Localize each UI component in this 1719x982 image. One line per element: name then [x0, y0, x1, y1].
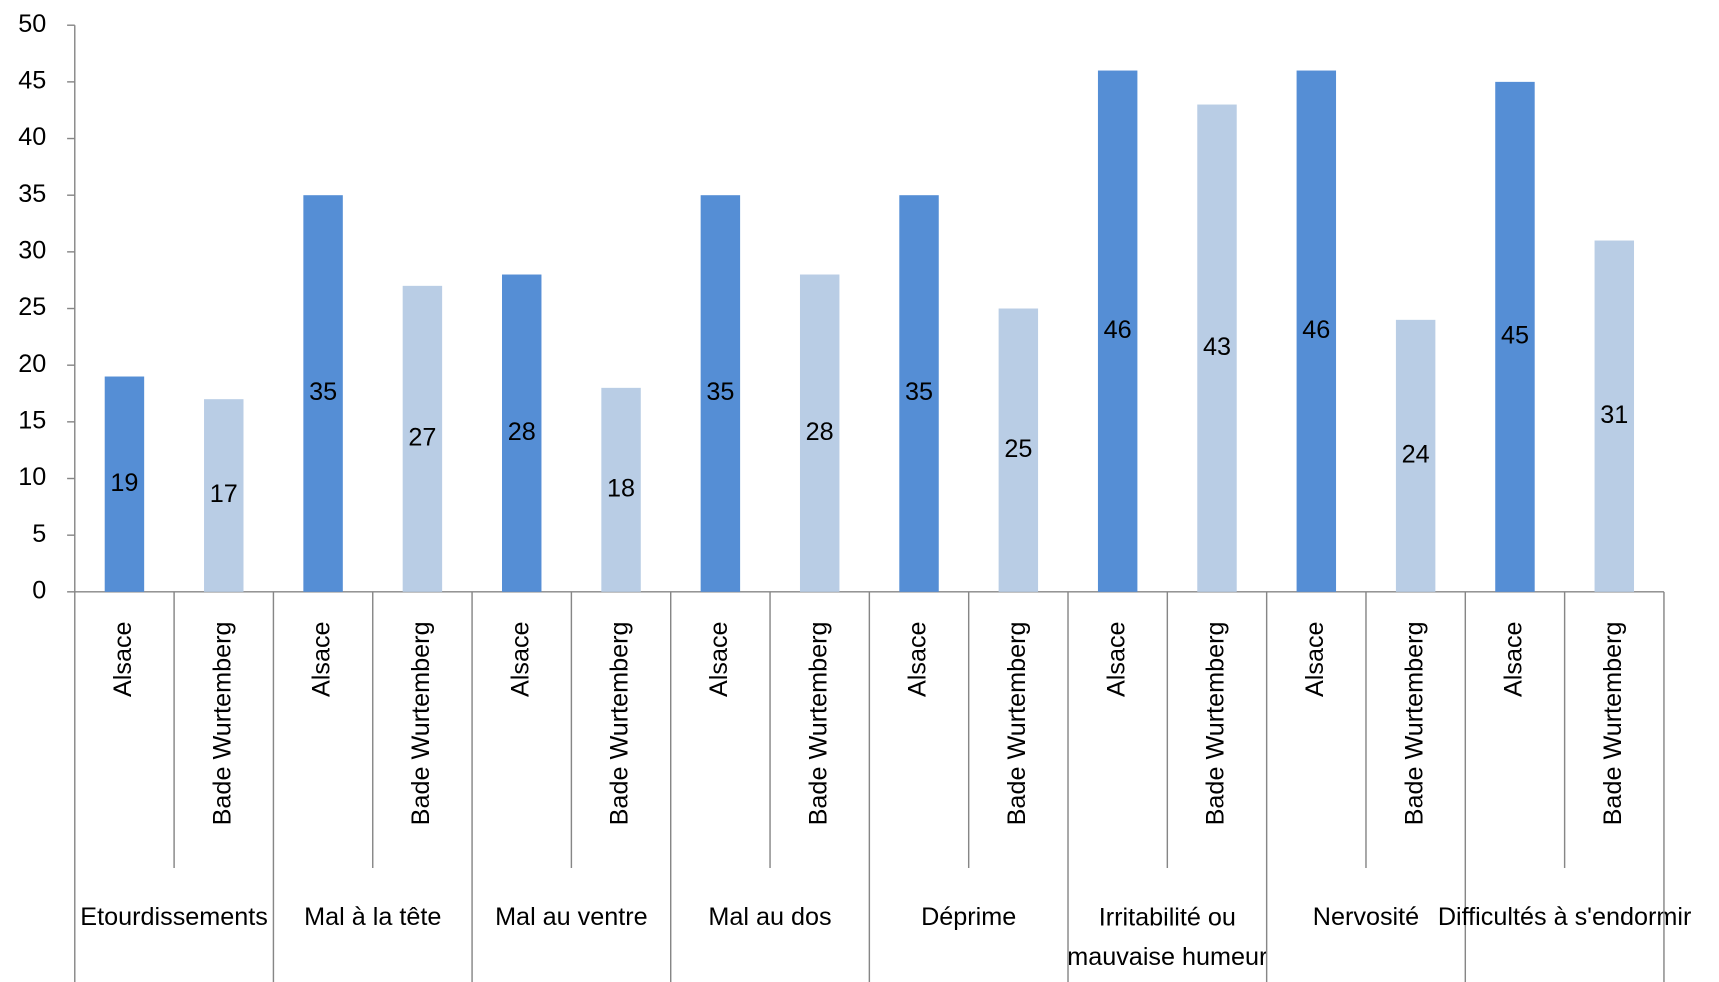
category-label: Mal au dos [708, 903, 831, 931]
data-label: 28 [508, 418, 536, 446]
bar [998, 308, 1039, 592]
data-label: 35 [309, 378, 337, 406]
data-label: 27 [408, 423, 436, 451]
subcategory-label: Alsace [1500, 621, 1528, 697]
y-tick-label: 50 [18, 10, 46, 38]
bar [402, 285, 443, 592]
data-label: 46 [1302, 316, 1330, 344]
category-label: Déprime [921, 903, 1016, 931]
subcategory-label: Alsace [1301, 621, 1329, 697]
subcategory-label: Bade Wurtemberg [407, 621, 435, 825]
category-label: Difficultés à s'endormir [1438, 903, 1692, 931]
data-label: 35 [706, 378, 734, 406]
data-label: 24 [1402, 440, 1430, 468]
bar [1197, 104, 1237, 592]
bar [1296, 70, 1337, 592]
subcategory-label: Bade Wurtemberg [1599, 621, 1627, 825]
bar [204, 399, 244, 592]
bar [1495, 81, 1535, 592]
subcategory-label: Alsace [1102, 621, 1130, 697]
subcategory-label: Bade Wurtemberg [1003, 621, 1031, 825]
data-label: 17 [210, 480, 238, 508]
y-tick-label: 0 [32, 576, 46, 604]
subcategory-label: Alsace [308, 621, 336, 697]
data-label: 45 [1501, 322, 1529, 350]
y-tick-label: 5 [32, 520, 46, 548]
data-label: 25 [1004, 435, 1032, 463]
bar [799, 274, 840, 592]
bar [1097, 70, 1138, 592]
category-label: Mal au ventre [495, 903, 648, 931]
subcategory-label: Bade Wurtemberg [1400, 621, 1428, 825]
category-label: Irritabilité ou mauvaise humeur [1067, 903, 1267, 970]
bar [700, 195, 741, 592]
subcategory-label: Bade Wurtemberg [804, 621, 832, 825]
y-tick-label: 40 [18, 123, 46, 151]
subcategory-label: Alsace [506, 621, 534, 697]
bar [1594, 240, 1635, 592]
y-tick-label: 15 [18, 406, 46, 434]
bar [104, 376, 145, 592]
bar [601, 387, 641, 592]
subcategory-label: Bade Wurtemberg [606, 621, 634, 825]
subcategory-label: Bade Wurtemberg [1202, 621, 1230, 825]
y-tick-label: 30 [18, 237, 46, 265]
bar [899, 195, 939, 592]
data-label: 46 [1104, 316, 1132, 344]
bar [303, 195, 343, 592]
category-label: Nervosité [1313, 903, 1419, 931]
y-tick-label: 10 [18, 463, 46, 491]
subcategory-label: Alsace [109, 621, 137, 697]
subcategory-label: Alsace [705, 621, 733, 697]
y-tick-label: 35 [18, 180, 46, 208]
data-label: 19 [110, 469, 138, 497]
subcategory-label: Alsace [904, 621, 932, 697]
data-label: 35 [905, 378, 933, 406]
category-label: Mal à la tête [304, 903, 441, 931]
data-label: 28 [806, 418, 834, 446]
subcategory-label: Bade Wurtemberg [208, 621, 236, 825]
data-label: 31 [1600, 401, 1628, 429]
y-tick-label: 25 [18, 293, 46, 321]
y-tick-label: 45 [18, 67, 46, 95]
bar [502, 274, 542, 592]
data-label: 18 [607, 474, 635, 502]
category-label: Etourdissements [80, 903, 268, 931]
y-tick-label: 20 [18, 350, 46, 378]
data-label: 43 [1203, 333, 1231, 361]
bar [1395, 319, 1436, 592]
